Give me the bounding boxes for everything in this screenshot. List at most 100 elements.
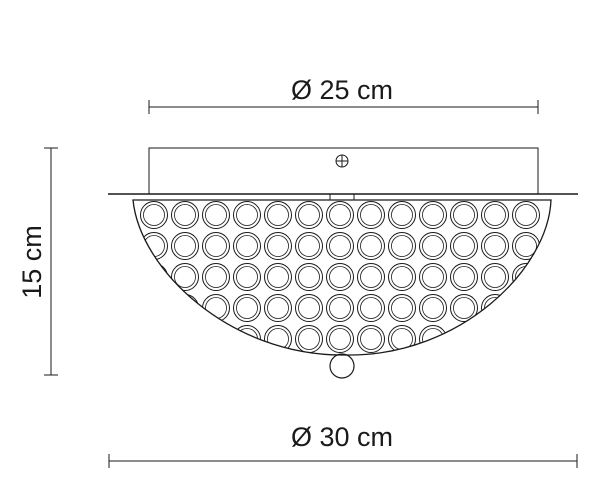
crystal-ring-inner: [267, 235, 289, 257]
crystal-ring-inner: [391, 266, 413, 288]
crystal-ring-inner: [360, 297, 382, 319]
bottom-finial: [329, 353, 355, 379]
crystal-ring: [357, 232, 385, 260]
crystal-ring: [140, 201, 168, 229]
crystal-ring: [419, 201, 447, 229]
crystal-ring: [264, 263, 292, 291]
crystal-ring-inner: [422, 266, 444, 288]
crystal-ring-inner: [515, 328, 537, 350]
crystal-ring: [357, 201, 385, 229]
crystal-shade: [132, 199, 552, 356]
crystal-ring: [233, 263, 261, 291]
crystal-ring: [202, 201, 230, 229]
crystal-ring: [512, 294, 540, 322]
crystal-ring-inner: [174, 204, 196, 226]
crystal-ring: [450, 294, 478, 322]
crystal-ring-inner: [143, 328, 165, 350]
crystal-ring-inner: [360, 328, 382, 350]
crystal-ring: [512, 325, 540, 353]
crystal-ring-inner: [236, 328, 258, 350]
crystal-ring-inner: [174, 328, 196, 350]
crystal-ring-inner: [484, 328, 506, 350]
ceiling-plate: [108, 147, 578, 200]
crystal-ring-inner: [143, 204, 165, 226]
crystal-ring: [202, 325, 230, 353]
crystal-ring-inner: [391, 297, 413, 319]
crystal-ring: [140, 325, 168, 353]
crystal-ring: [450, 232, 478, 260]
crystal-ring: [481, 325, 509, 353]
crystal-ring-inner: [360, 204, 382, 226]
crystal-ring: [202, 263, 230, 291]
crystal-ring: [357, 325, 385, 353]
crystal-ring: [171, 325, 199, 353]
crystal-ring: [388, 294, 416, 322]
crystal-ring: [419, 294, 447, 322]
crystal-ring-inner: [453, 328, 475, 350]
crystal-ring-inner: [298, 204, 320, 226]
crystal-ring-inner: [236, 297, 258, 319]
crystal-ring-inner: [143, 235, 165, 257]
crystal-ring-inner: [484, 235, 506, 257]
crystal-ring-inner: [143, 266, 165, 288]
top-diameter-label: Ø 25 cm: [291, 75, 393, 105]
crystal-ring: [512, 263, 540, 291]
crystal-ring-inner: [205, 235, 227, 257]
crystal-ring: [419, 232, 447, 260]
crystal-ring-inner: [205, 266, 227, 288]
crystal-ring-inner: [422, 235, 444, 257]
crystal-ring-inner: [205, 204, 227, 226]
crystal-ring: [481, 263, 509, 291]
crystal-ring-inner: [267, 266, 289, 288]
crystal-ring-inner: [515, 204, 537, 226]
crystal-ring-inner: [236, 235, 258, 257]
crystal-ring: [264, 294, 292, 322]
crystal-ring: [171, 232, 199, 260]
crystal-ring-inner: [329, 297, 351, 319]
crystal-ring-inner: [205, 297, 227, 319]
crystal-ring: [450, 201, 478, 229]
crystal-ring-inner: [391, 235, 413, 257]
crystal-ring-inner: [484, 204, 506, 226]
crystal-ring-inner: [298, 328, 320, 350]
crystal-ring: [326, 201, 354, 229]
crystal-ring-inner: [329, 328, 351, 350]
crystal-ring: [326, 263, 354, 291]
crystal-ring-inner: [422, 204, 444, 226]
crystal-ring-inner: [360, 235, 382, 257]
crystal-ring-inner: [236, 204, 258, 226]
crystal-ring-inner: [453, 204, 475, 226]
crystal-ring: [295, 232, 323, 260]
crystal-ring: [295, 263, 323, 291]
crystal-ring-inner: [143, 297, 165, 319]
crystal-ring-inner: [453, 297, 475, 319]
crystal-ring: [388, 232, 416, 260]
crystal-ring: [233, 232, 261, 260]
height-dimension: 15 cm: [17, 147, 58, 376]
crystal-ring: [264, 232, 292, 260]
height-label: 15 cm: [17, 225, 47, 299]
bottom-diameter-label: Ø 30 cm: [291, 422, 393, 452]
crystal-ring: [295, 325, 323, 353]
crystal-ring: [450, 325, 478, 353]
crystal-ring-inner: [515, 266, 537, 288]
crystal-ring-inner: [484, 266, 506, 288]
crystal-ring: [357, 263, 385, 291]
crystal-ring: [481, 232, 509, 260]
crystal-ring-inner: [329, 235, 351, 257]
crystal-ring: [326, 232, 354, 260]
crystal-ring-inner: [298, 235, 320, 257]
crystal-ring-inner: [515, 297, 537, 319]
crystal-ring: [326, 325, 354, 353]
crystal-ring: [388, 201, 416, 229]
crystal-ring: [295, 294, 323, 322]
crystal-ring: [171, 294, 199, 322]
crystal-ring-inner: [267, 328, 289, 350]
crystal-ring: [326, 294, 354, 322]
crystal-ring: [140, 294, 168, 322]
crystal-ring-inner: [391, 204, 413, 226]
crystal-ring: [171, 201, 199, 229]
crystal-ring-inner: [267, 204, 289, 226]
crystal-ring-inner: [422, 297, 444, 319]
